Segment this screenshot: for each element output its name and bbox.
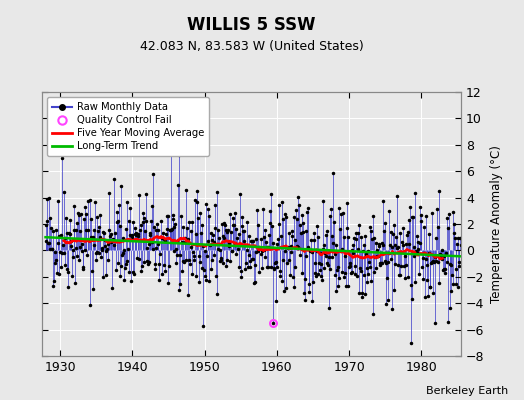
Text: WILLIS 5 SSW: WILLIS 5 SSW <box>187 16 316 34</box>
Text: 42.083 N, 83.583 W (United States): 42.083 N, 83.583 W (United States) <box>139 40 364 53</box>
Y-axis label: Temperature Anomaly (°C): Temperature Anomaly (°C) <box>490 145 503 303</box>
Text: Berkeley Earth: Berkeley Earth <box>426 386 508 396</box>
Legend: Raw Monthly Data, Quality Control Fail, Five Year Moving Average, Long-Term Tren: Raw Monthly Data, Quality Control Fail, … <box>47 97 209 156</box>
